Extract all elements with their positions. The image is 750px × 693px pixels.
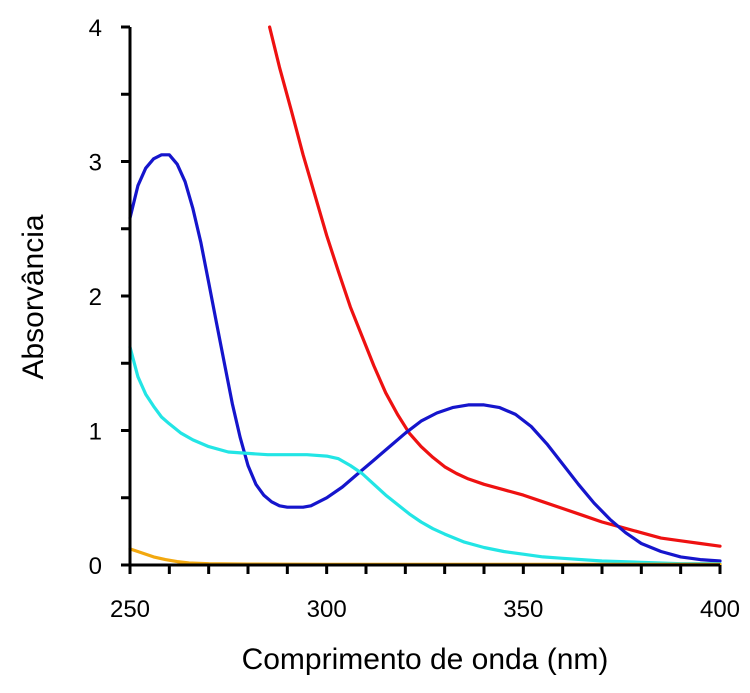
y-tick-label: 3 [89,150,102,177]
x-tick-label: 250 [110,596,150,623]
tick-labels: 0 1 2 3 4 250 300 350 400 [89,15,740,623]
x-tick-label: 300 [307,596,347,623]
series-line-2 [128,153,722,563]
series-line-1 [268,25,722,548]
x-tick-label: 350 [503,596,543,623]
y-tick-label: 1 [89,419,102,446]
y-tick-label: 0 [89,553,102,580]
y-tick-label: 2 [89,284,102,311]
axes-layer [121,25,722,574]
y-axis-title: Absorvância [17,214,50,379]
y-tick-label: 4 [89,15,102,42]
x-axis-title: Comprimento de onda (nm) [242,643,609,676]
series-line-3 [128,345,722,566]
series-layer [128,25,722,566]
x-tick-label: 400 [700,596,740,623]
